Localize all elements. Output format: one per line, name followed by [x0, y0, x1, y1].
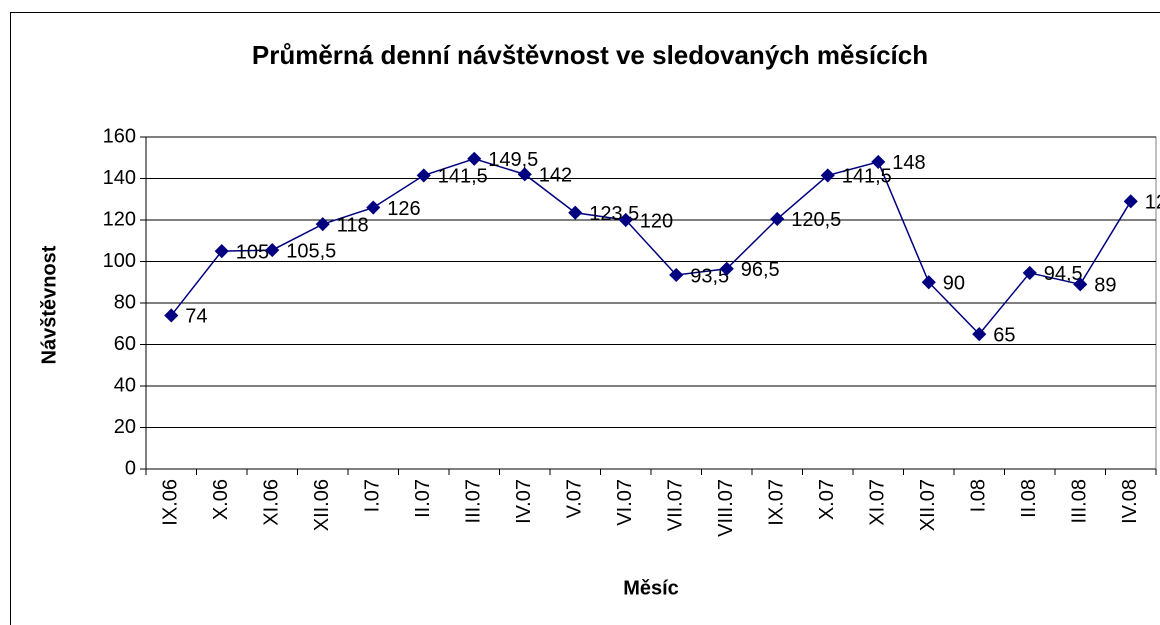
data-label: 93,5	[690, 265, 729, 287]
data-point	[669, 267, 684, 283]
data-label: 105	[236, 241, 269, 263]
data-label: 120	[640, 210, 673, 232]
y-tick-label: 20	[114, 416, 136, 438]
y-tick-label: 140	[103, 167, 136, 189]
data-point	[1073, 277, 1088, 292]
x-tick-label: VI.07	[614, 479, 636, 526]
data-point	[820, 168, 835, 183]
x-tick-label: X.07	[816, 479, 838, 520]
data-label: 141,5	[842, 166, 892, 188]
y-tick-label: 160	[103, 125, 136, 147]
x-tick-label: XII.06	[311, 479, 333, 531]
data-label: 96,5	[741, 259, 780, 281]
data-point	[1123, 194, 1138, 209]
data-point	[972, 327, 987, 342]
x-tick-label: VII.07	[665, 479, 687, 531]
x-tick-label: X.06	[210, 479, 232, 520]
x-tick-label: VIII.07	[715, 479, 737, 537]
x-tick-label: XI.07	[867, 479, 889, 526]
data-point	[214, 244, 229, 259]
data-point	[719, 261, 734, 276]
y-tick-label: 120	[103, 208, 136, 230]
x-tick-label: IV.07	[513, 479, 535, 524]
x-tick-label: II.07	[412, 479, 434, 518]
x-tick-label: XII.07	[917, 479, 939, 531]
data-point	[164, 308, 179, 323]
x-tick-label: I.08	[968, 479, 990, 512]
y-tick-label: 0	[125, 457, 136, 479]
data-label: 65	[993, 324, 1015, 346]
x-tick-label: IV.08	[1119, 479, 1141, 524]
data-label: 126	[387, 198, 420, 220]
data-label: 94,5	[1044, 263, 1083, 285]
data-point	[315, 217, 330, 232]
data-point	[517, 167, 532, 182]
data-label: 105,5	[286, 240, 336, 262]
x-tick-label: IX.07	[766, 479, 788, 526]
chart-title: Průměrná denní návštěvnost ve sledovanýc…	[252, 40, 928, 70]
y-tick-label: 40	[114, 374, 136, 396]
data-label: 142	[539, 165, 572, 187]
data-point	[265, 243, 280, 258]
y-tick-label: 60	[114, 333, 136, 355]
x-tick-label: IX.06	[160, 479, 182, 526]
data-label: 123,5	[589, 203, 639, 225]
data-point	[416, 168, 431, 183]
data-label: 148	[892, 152, 925, 174]
x-tick-label: III.08	[1069, 479, 1091, 523]
x-tick-label: I.07	[362, 479, 384, 512]
data-label: 118	[337, 214, 369, 236]
y-tick-label: 100	[103, 250, 136, 272]
data-point	[921, 275, 936, 290]
data-label: 90	[943, 273, 965, 295]
x-tick-label: III.07	[463, 479, 485, 523]
data-label: 74	[185, 306, 207, 328]
data-label: 141,5	[438, 166, 488, 188]
data-label: 120,5	[791, 209, 841, 231]
data-point	[467, 151, 482, 166]
data-label: 129	[1145, 192, 1160, 214]
x-axis-label: Měsíc	[623, 577, 679, 599]
data-line	[170, 158, 1132, 336]
x-tick-label: V.07	[564, 479, 586, 518]
y-tick-label: 80	[114, 291, 136, 313]
y-axis-label: Návštěvnost	[38, 245, 60, 364]
data-point	[568, 205, 583, 220]
data-point	[366, 200, 381, 215]
data-point	[1022, 265, 1037, 280]
data-label: 89	[1094, 275, 1116, 297]
x-tick-label: XI.06	[261, 479, 283, 526]
data-point	[770, 211, 785, 227]
data-label: 149,5	[488, 149, 538, 171]
x-tick-label: II.08	[1018, 479, 1040, 518]
data-point	[618, 212, 633, 228]
data-point	[871, 154, 886, 169]
